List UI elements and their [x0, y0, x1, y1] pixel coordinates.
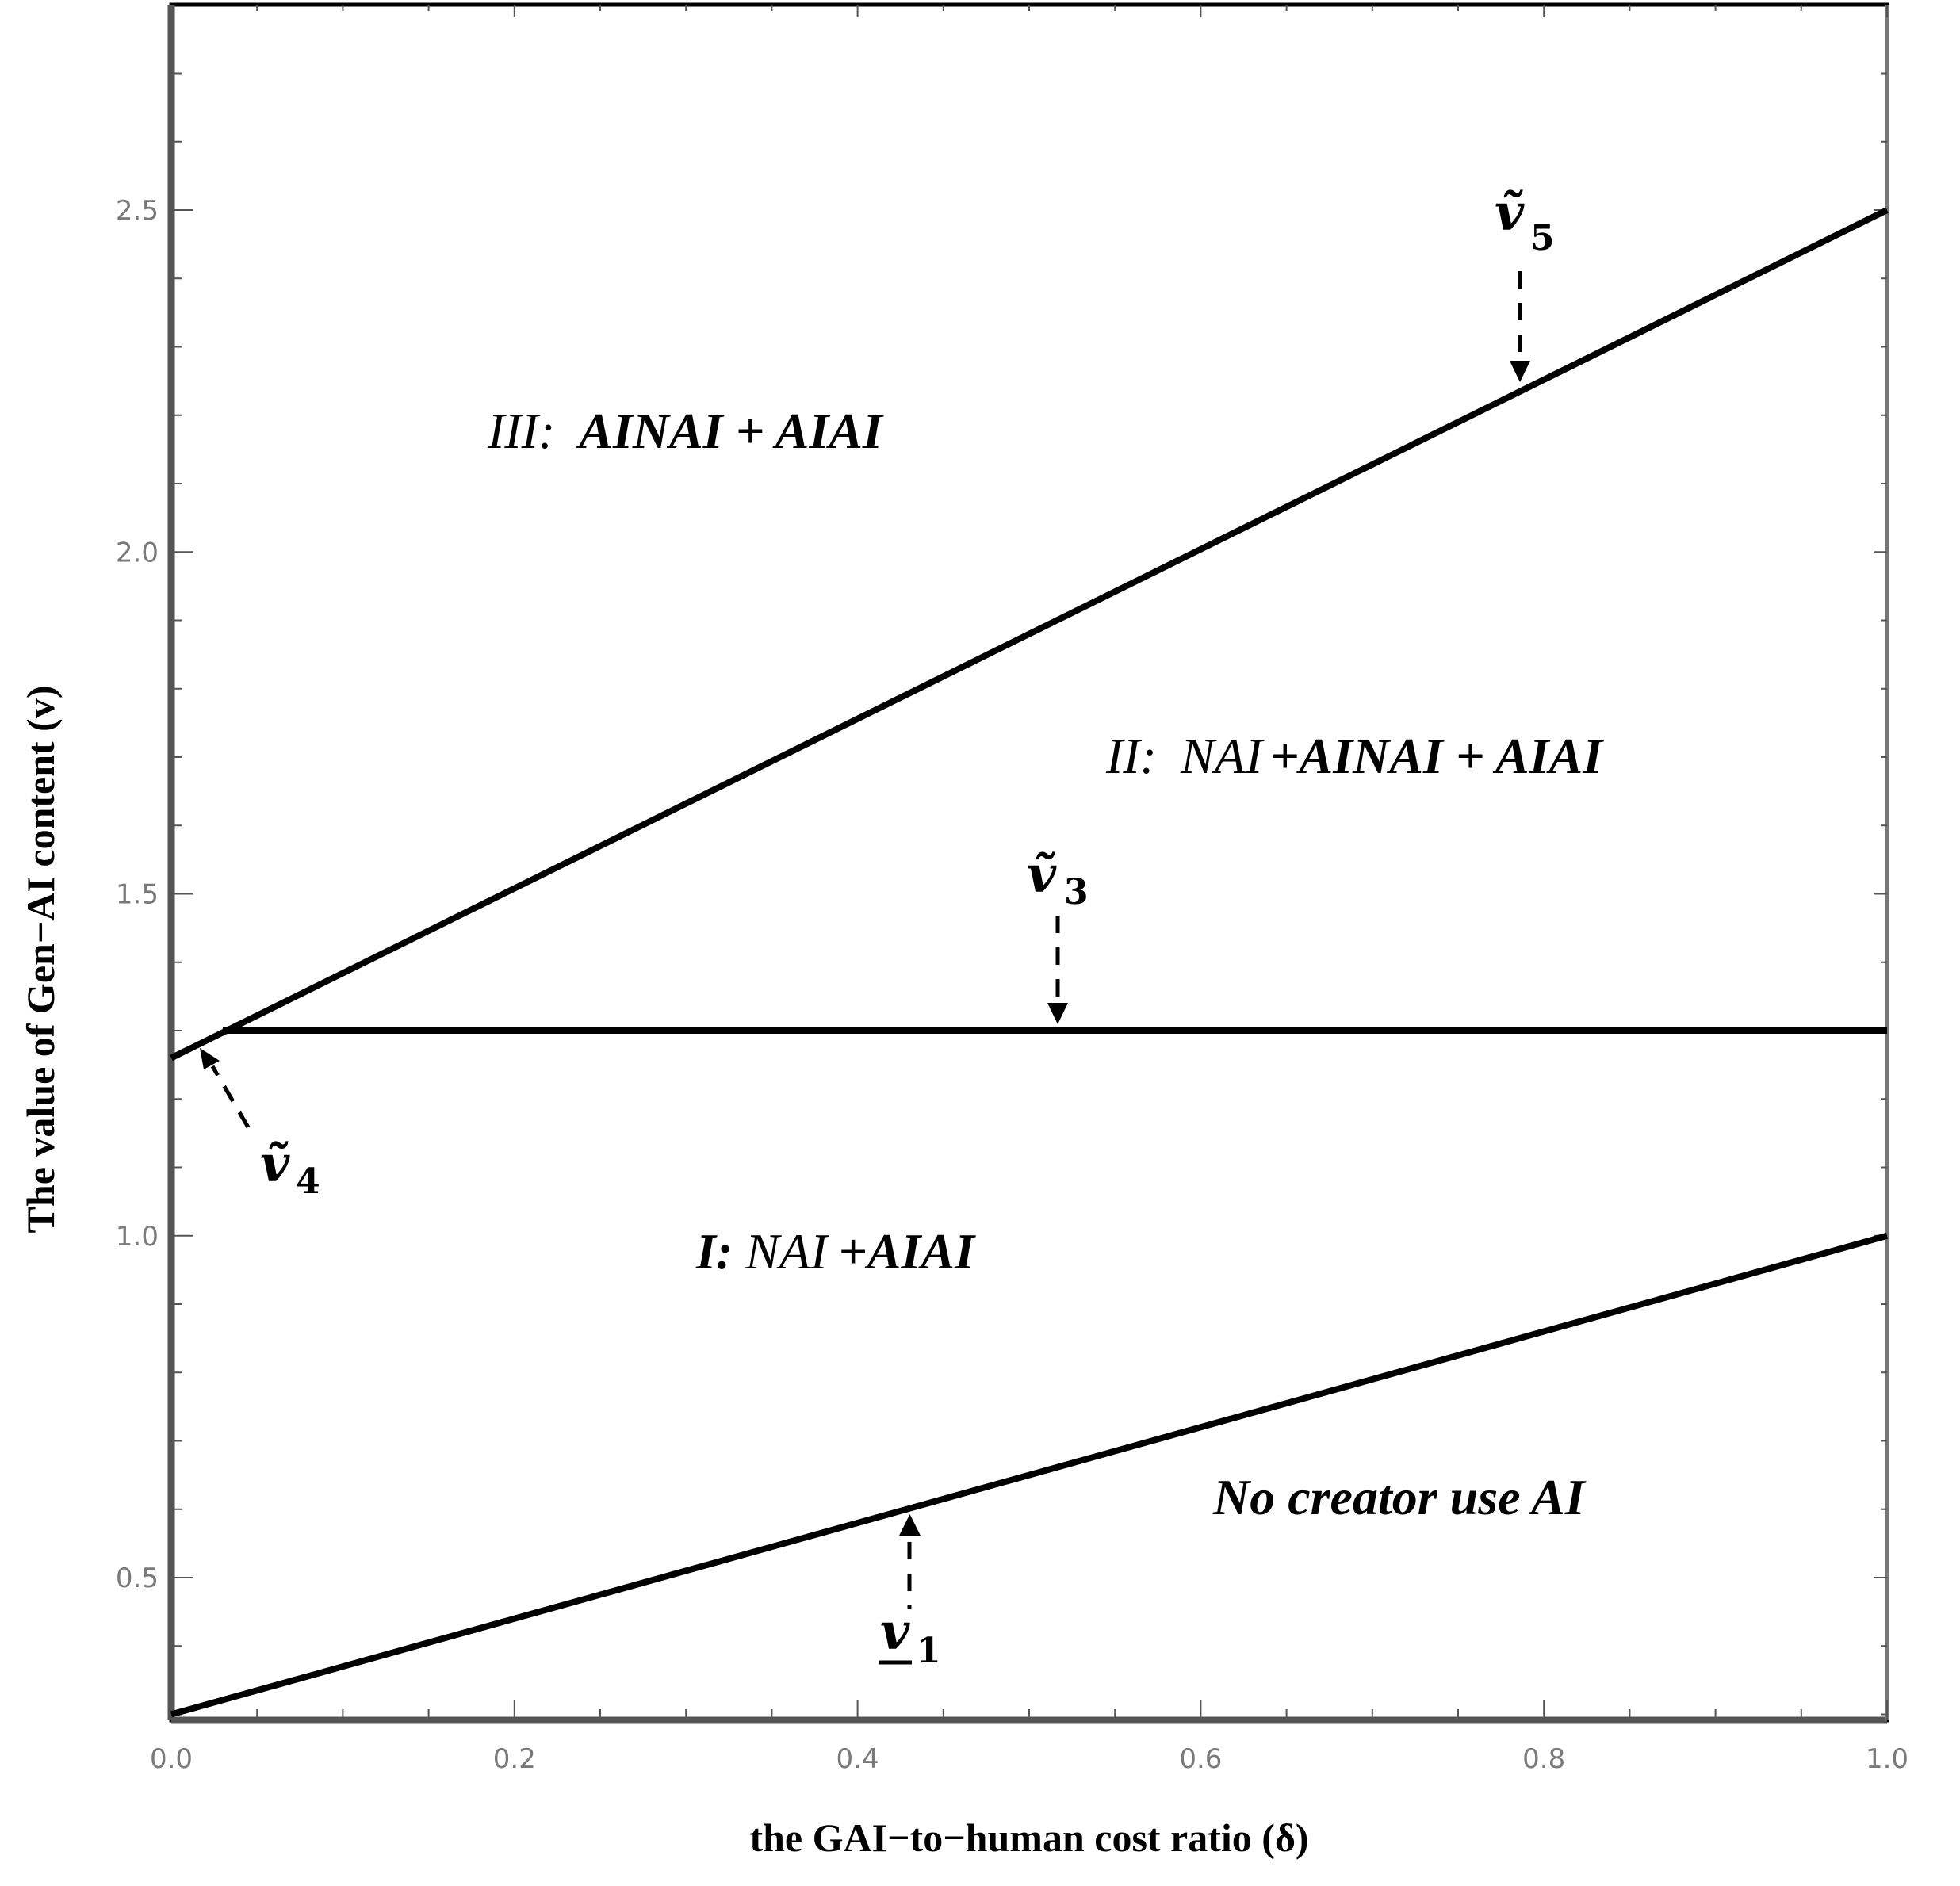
- x-tick-label: 1.0: [1866, 1743, 1908, 1775]
- y-axis-title: The value of Gen−AI content (v): [18, 686, 63, 1234]
- y-tick-label: 2.0: [116, 537, 159, 568]
- v5-subscript: 5: [1530, 218, 1555, 258]
- x-tick-label: 0.6: [1179, 1743, 1222, 1775]
- series-lines: [170, 207, 1889, 1718]
- x-axis-ticks: 0.0 0.2 0.4 0.6 0.8 1.0: [150, 5, 1908, 1775]
- region-III-label: III: AINAI + AIAI: [487, 403, 884, 459]
- y-tick-label: 0.5: [116, 1563, 159, 1594]
- annotation-v1: v 1: [879, 1514, 941, 1671]
- annotation-v3: ṽ 3: [1027, 845, 1089, 1024]
- x-tick-label: 0.8: [1522, 1743, 1565, 1775]
- series-line-2: [170, 1232, 1889, 1718]
- y-tick-label: 2.5: [116, 195, 159, 227]
- region-I-label: I: NAI +AIAI: [695, 1223, 976, 1280]
- x-tick-label: 0.4: [836, 1743, 879, 1775]
- region-no-ai-label: No creator use AI: [1212, 1469, 1587, 1525]
- x-tick-label: 0.0: [150, 1743, 193, 1775]
- v1-arrowhead-icon: [899, 1514, 921, 1536]
- y-axis-ticks: 0.5 1.0 1.5 2.0 2.5: [116, 72, 1887, 1716]
- annotation-v5: ṽ 5: [1495, 183, 1555, 382]
- x-tick-label: 0.2: [493, 1743, 536, 1775]
- annotation-v4: ṽ 4: [200, 1048, 320, 1202]
- v4-arrowhead-icon: [200, 1048, 220, 1069]
- region-II-label: II: NAI +AINAI + AIAI: [1105, 728, 1604, 784]
- v3-arrowhead-icon: [1047, 1003, 1068, 1024]
- v5-symbol: ṽ: [1495, 183, 1525, 243]
- series-line-0: [170, 207, 1889, 1062]
- v1-symbol: v: [880, 1602, 910, 1662]
- v5-arrowhead-icon: [1510, 361, 1530, 382]
- v4-symbol: ṽ: [260, 1134, 290, 1194]
- v4-subscript: 4: [296, 1161, 320, 1202]
- v1-subscript: 1: [917, 1631, 941, 1671]
- v3-symbol: ṽ: [1027, 845, 1057, 905]
- y-tick-label: 1.0: [116, 1221, 159, 1253]
- v3-subscript: 3: [1064, 872, 1089, 912]
- v4-arrow-shaft: [210, 1065, 251, 1129]
- y-tick-label: 1.5: [116, 879, 159, 911]
- x-axis-title: the GAI−to−human cost ratio (δ): [749, 1815, 1308, 1860]
